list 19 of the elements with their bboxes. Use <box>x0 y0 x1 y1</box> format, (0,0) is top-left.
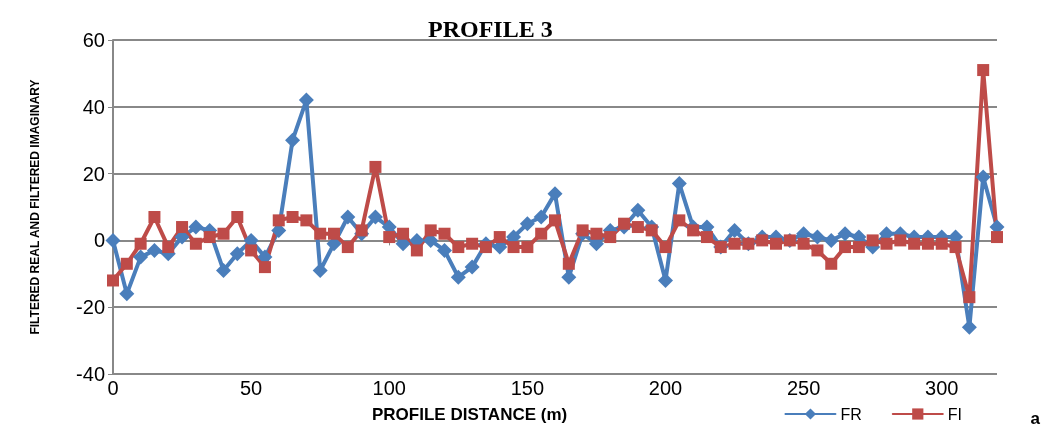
x-tick-label: 150 <box>510 377 545 399</box>
y-tick-label: -20 <box>76 296 105 319</box>
x-tick-label: 100 <box>372 377 406 399</box>
y-tick-label: 40 <box>82 95 105 118</box>
x-tick-label: 50 <box>240 377 263 399</box>
x-tick-label: 200 <box>648 377 683 399</box>
y-tick-label: -40 <box>76 363 105 385</box>
x-axis-title: PROFILE DISTANCE (m) <box>372 405 568 424</box>
y-tick-label: 60 <box>82 29 105 51</box>
legend-label: FR <box>840 405 862 423</box>
y-tick-label: 20 <box>82 162 105 185</box>
legend-label: FI <box>947 405 962 423</box>
x-tick-label: 250 <box>786 377 821 399</box>
text: a <box>1030 409 1041 428</box>
y-axis-title: FILTERED REAL AND FILTERED IMAGINARY <box>28 79 42 335</box>
chart-title: PROFILE 3 <box>428 16 553 42</box>
y-tick-label: 0 <box>93 229 105 252</box>
x-tick-label: 300 <box>925 377 959 399</box>
x-tick-label: 0 <box>107 377 119 399</box>
